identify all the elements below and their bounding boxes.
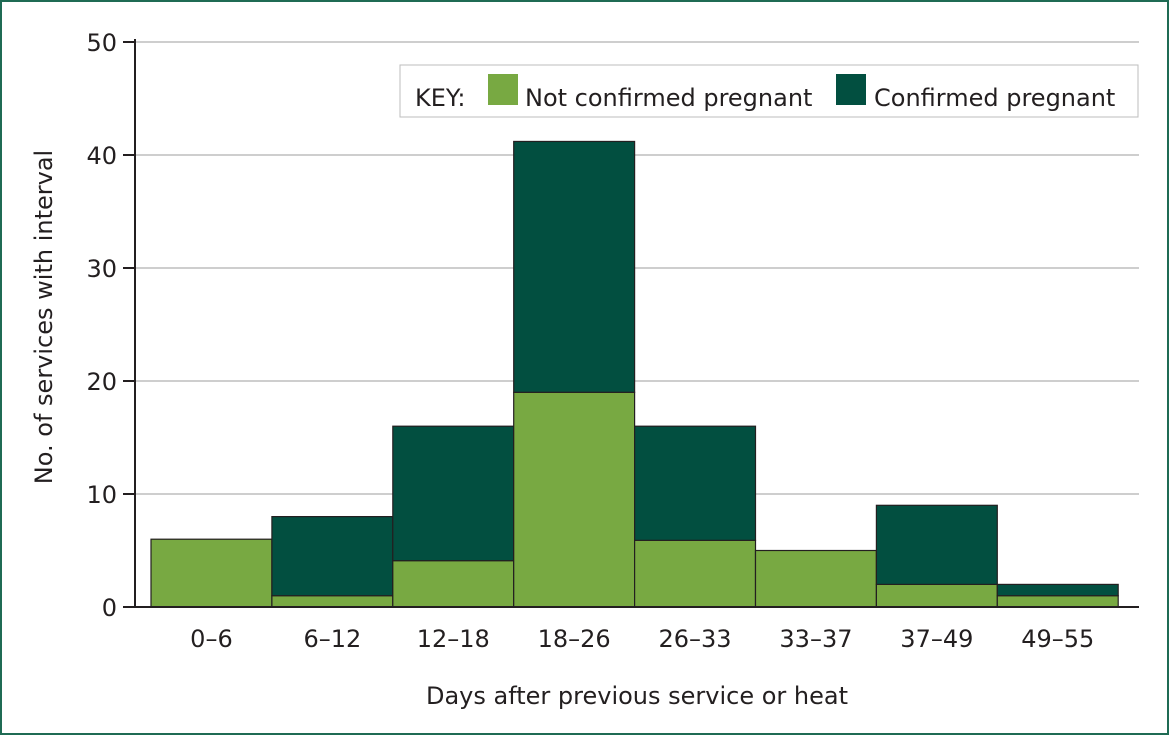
y-tick-label: 20 [86, 368, 117, 396]
legend-title: KEY: [415, 84, 465, 112]
bar-segment-not-confirmed [392, 560, 515, 608]
bar-segment-not-confirmed [996, 595, 1119, 608]
bar-segment-confirmed [271, 515, 394, 597]
bar-segment-not-confirmed [271, 595, 394, 608]
x-tick-label: 49–55 [1021, 625, 1094, 653]
legend-box [399, 64, 1139, 118]
legend-swatch-confirmed [836, 74, 866, 105]
bar-segment-not-confirmed [150, 538, 273, 608]
bar-segment-confirmed [633, 425, 757, 541]
x-tick-label: 33–37 [779, 625, 852, 653]
y-axis-label: No. of services with interval [30, 150, 58, 484]
x-tick-label: 0–6 [190, 625, 233, 653]
bar-segment-confirmed [996, 583, 1119, 597]
bar-segment-not-confirmed [875, 583, 998, 608]
x-tick-label: 18–26 [538, 625, 611, 653]
y-tick-label: 0 [102, 594, 117, 622]
y-tick-label: 30 [86, 255, 117, 283]
bar-segment-confirmed [392, 425, 515, 562]
legend: KEY: Not confirmed pregnant Confirmed pr… [399, 64, 1139, 118]
legend-swatch-not-confirmed [488, 74, 518, 105]
x-tick-label: 6–12 [303, 625, 361, 653]
legend-label-not-confirmed: Not confirmed pregnant [525, 84, 812, 112]
y-tick-label: 40 [86, 142, 117, 170]
x-tick-label: 12–18 [417, 625, 490, 653]
bar-segment-not-confirmed [754, 549, 878, 608]
bar-segment-confirmed [875, 504, 998, 585]
gridlines [135, 41, 1139, 495]
x-tick-label: 37–49 [900, 625, 973, 653]
y-tick-label: 10 [86, 481, 117, 509]
x-axis-ticks: 0–6 6–12 12–18 18–26 26–33 33–37 37–49 49–55 [190, 625, 1094, 653]
bar-segment-not-confirmed [513, 391, 636, 608]
x-axis-label: Days after previous service or heat [426, 682, 848, 710]
y-axis-ticks: 0 10 20 30 40 50 [86, 29, 135, 622]
bar-segment-confirmed [513, 140, 636, 393]
y-tick-label: 50 [86, 29, 117, 57]
x-tick-label: 26–33 [659, 625, 732, 653]
bars [150, 140, 1119, 608]
bar-segment-not-confirmed [633, 539, 757, 608]
legend-label-confirmed: Confirmed pregnant [874, 84, 1115, 112]
